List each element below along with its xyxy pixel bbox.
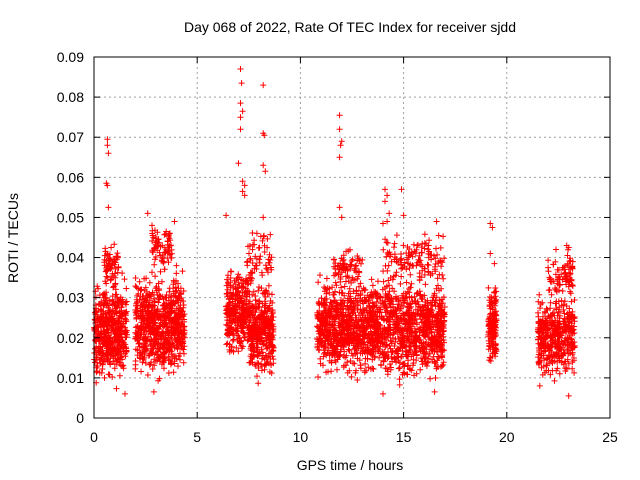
x-tick-label: 15 [396, 429, 412, 445]
roti-data-markers [91, 66, 578, 399]
data-points [91, 66, 578, 399]
x-axis-label: GPS time / hours [297, 457, 404, 473]
y-tick-label: 0.08 [57, 89, 84, 105]
y-tick-label: 0.04 [57, 250, 84, 266]
y-axis-ticks: 0 0.01 0.02 0.03 0.04 0.05 0.06 0.07 0.08 0.09 [57, 49, 610, 426]
chart-title: Day 068 of 2022, Rate Of TEC Index for r… [184, 19, 516, 35]
plot-frame [93, 56, 611, 419]
y-tick-label: 0.03 [57, 290, 84, 306]
y-tick-label: 0.07 [57, 129, 84, 145]
x-tick-label: 20 [499, 429, 515, 445]
x-tick-label: 25 [602, 429, 618, 445]
y-tick-label: 0.06 [57, 169, 84, 185]
x-tick-label: 5 [193, 429, 201, 445]
y-tick-label: 0 [76, 410, 84, 426]
x-tick-label: 0 [90, 429, 98, 445]
y-tick-label: 0.09 [57, 49, 84, 65]
y-tick-label: 0.02 [57, 330, 84, 346]
x-axis-ticks: 0 5 10 15 20 25 [90, 57, 618, 445]
y-axis-label: ROTI / TECUs [5, 193, 21, 283]
x-tick-label: 10 [293, 429, 309, 445]
y-tick-label: 0.01 [57, 370, 84, 386]
y-tick-label: 0.05 [57, 209, 84, 225]
